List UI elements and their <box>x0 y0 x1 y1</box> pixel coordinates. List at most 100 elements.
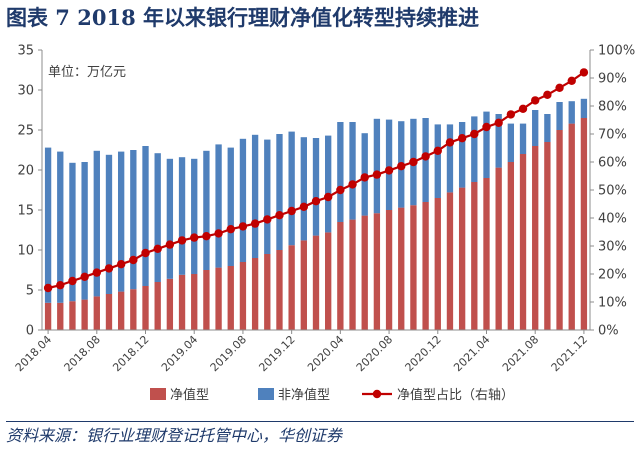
y-right-tick-label: 70% <box>598 128 627 143</box>
bar-non-net-value <box>203 150 210 270</box>
ratio-point <box>141 248 150 258</box>
bar-non-net-value <box>568 101 575 124</box>
ratio-point <box>275 211 284 220</box>
y-left-tick-label: 5 <box>26 284 34 299</box>
ratio-point <box>177 236 187 245</box>
y-left-tick-label: 35 <box>17 44 34 59</box>
ratio-point <box>457 134 467 143</box>
bar-non-net-value <box>556 102 563 130</box>
combo-chart: 0 5 10 15 20 25 30 35 0% 10% 20% 30% 40% 50% 60% 70% 80%… <box>6 34 635 420</box>
legend: 净值型 非净值型 净值型占比（右轴） <box>150 387 514 403</box>
bar-net-value <box>227 266 234 330</box>
y-right-tick-label: 50% <box>598 184 627 199</box>
unit-note: 单位：万亿元 <box>48 65 126 80</box>
ratio-point <box>226 225 235 234</box>
ratio-point <box>323 192 333 202</box>
bar-net-value <box>495 167 502 330</box>
bar-non-net-value <box>532 110 539 146</box>
bar-non-net-value <box>373 118 381 214</box>
bar-net-value <box>532 146 539 330</box>
y-right-tick-label: 0% <box>598 324 619 339</box>
legend-label-ratio: 净值型占比（右轴） <box>397 387 514 403</box>
bar-non-net-value <box>251 134 259 258</box>
bar-net-value <box>166 278 174 330</box>
legend-marker-ratio <box>372 389 382 399</box>
bar-net-value <box>312 235 320 330</box>
bar-non-net-value <box>239 138 247 262</box>
bar-net-value <box>288 245 295 330</box>
bar-net-value <box>239 262 247 330</box>
ratio-point <box>518 104 528 114</box>
bar-non-net-value <box>337 122 344 222</box>
bar-non-net-value <box>434 124 441 198</box>
ratio-point <box>360 173 369 182</box>
bar-non-net-value <box>507 123 515 162</box>
bar-non-net-value <box>81 162 88 300</box>
ratio-point <box>56 281 65 290</box>
ratio-point <box>494 118 503 128</box>
bar-non-net-value <box>215 144 222 268</box>
bar-non-net-value <box>191 158 198 274</box>
bar-non-net-value <box>130 150 137 290</box>
bar-net-value <box>556 130 563 330</box>
ratio-point <box>397 162 406 171</box>
ratio-point <box>555 83 564 92</box>
bar-net-value <box>349 219 356 330</box>
ratio-point <box>409 157 418 167</box>
figure-title: 图表 7 2018 年以来银行理财净值化转型持续推进 <box>6 5 479 30</box>
ratio-point <box>567 76 576 85</box>
bar-non-net-value <box>117 151 125 292</box>
ratio-point <box>482 122 491 132</box>
bar-non-net-value <box>227 147 234 266</box>
bar-net-value <box>337 222 344 330</box>
bar-non-net-value <box>57 151 64 303</box>
ratio-point <box>43 283 53 293</box>
y-left-tick-label: 10 <box>17 244 34 259</box>
bar-net-value <box>580 118 588 330</box>
y-right-tick-label: 60% <box>598 156 627 171</box>
bar-net-value <box>215 267 222 330</box>
bar-net-value <box>483 178 490 330</box>
bar-net-value <box>568 123 575 330</box>
bar-non-net-value <box>154 153 161 282</box>
bar-non-net-value <box>93 150 100 297</box>
bar-net-value <box>385 210 393 330</box>
y-left-tick-label: 20 <box>17 164 34 179</box>
bar-net-value <box>361 215 368 330</box>
y-right-tick-label: 10% <box>598 296 627 311</box>
y-right-tick-label: 30% <box>598 240 627 255</box>
bar-non-net-value <box>276 134 283 250</box>
y-right-tick-label: 20% <box>598 268 627 283</box>
y-right-tick-label: 100% <box>598 44 635 59</box>
y-left-tick-label: 15 <box>17 204 34 219</box>
bar-net-value <box>398 207 405 330</box>
bar-non-net-value <box>349 122 356 220</box>
ratio-point <box>287 206 296 216</box>
bar-non-net-value <box>495 114 502 168</box>
bar-net-value <box>44 302 52 330</box>
ratio-point <box>384 166 394 175</box>
ratio-point <box>165 240 175 249</box>
bar-net-value <box>446 192 454 330</box>
bar-non-net-value <box>544 114 551 142</box>
ratio-point <box>311 197 321 206</box>
y-left-tick-label: 0 <box>26 324 34 339</box>
bar-non-net-value <box>471 116 478 182</box>
ratio-point <box>348 180 357 189</box>
bar-net-value <box>105 294 113 330</box>
ratio-line-layer <box>43 68 589 293</box>
legend-label-non-net-value: 非净值型 <box>278 387 330 403</box>
bar-non-net-value <box>69 162 76 302</box>
y-left-tick-label: 30 <box>17 84 34 99</box>
bar-net-value <box>69 301 76 330</box>
ratio-point <box>68 276 77 286</box>
bar-net-value <box>154 282 161 330</box>
legend-label-net-value: 净值型 <box>170 387 209 403</box>
bar-non-net-value <box>178 157 186 275</box>
bar-non-net-value <box>142 146 149 286</box>
legend-swatch-non-net-value <box>258 388 274 400</box>
bar-net-value <box>93 296 100 330</box>
bar-non-net-value <box>166 158 174 279</box>
ratio-point <box>543 90 552 99</box>
